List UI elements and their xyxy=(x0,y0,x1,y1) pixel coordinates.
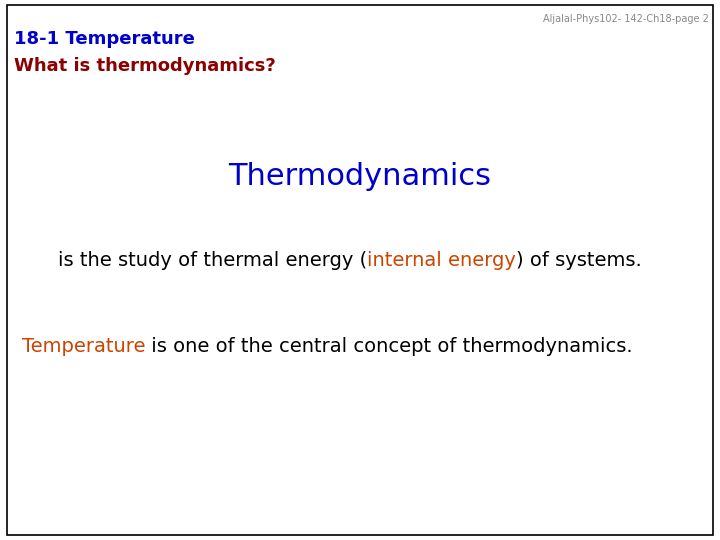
Text: Temperature: Temperature xyxy=(22,338,145,356)
Text: 18-1 Temperature: 18-1 Temperature xyxy=(14,30,195,48)
Text: is one of the central concept of thermodynamics.: is one of the central concept of thermod… xyxy=(145,338,633,356)
Text: is the study of thermal energy (: is the study of thermal energy ( xyxy=(58,251,366,270)
Text: Aljalal-Phys102- 142-Ch18-page 2: Aljalal-Phys102- 142-Ch18-page 2 xyxy=(544,14,709,24)
Text: internal energy: internal energy xyxy=(366,251,516,270)
Text: Thermodynamics: Thermodynamics xyxy=(228,162,492,191)
Text: ) of systems.: ) of systems. xyxy=(516,251,642,270)
Text: What is thermodynamics?: What is thermodynamics? xyxy=(14,57,276,75)
